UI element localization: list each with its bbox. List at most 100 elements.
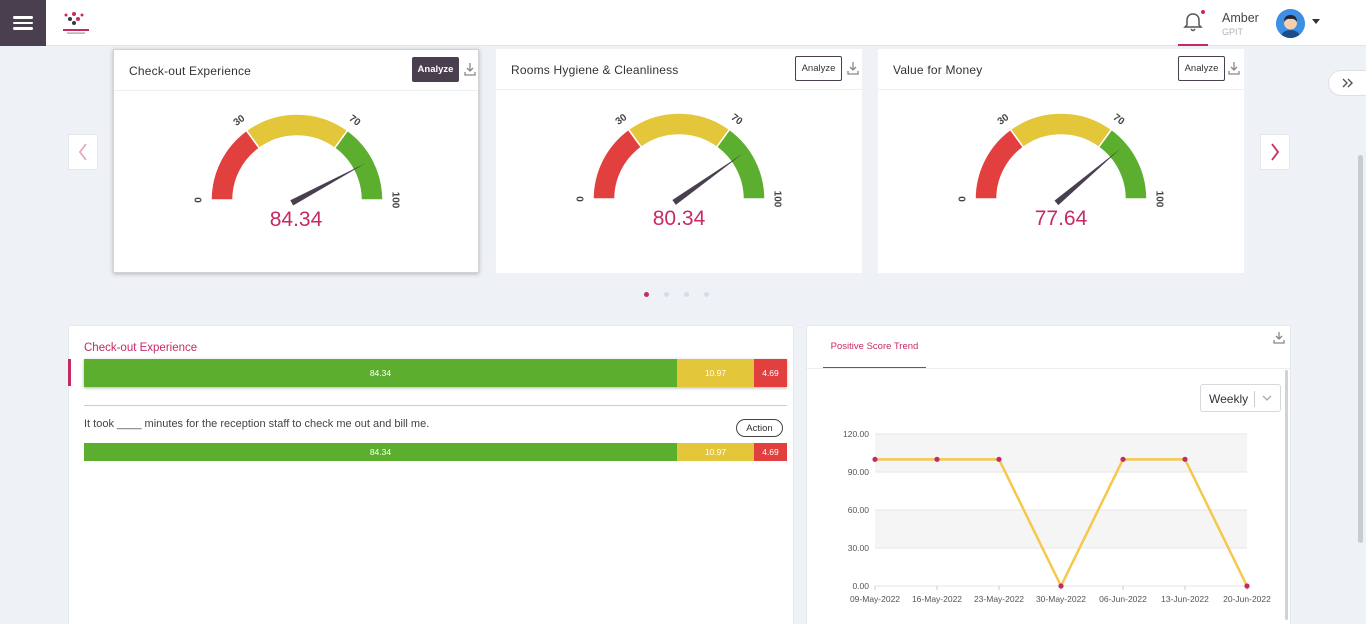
carousel-pagination (644, 292, 709, 298)
company-logo (63, 12, 89, 34)
download-icon[interactable] (464, 62, 476, 76)
gauge-card-header: Value for Money Analyze (878, 49, 1244, 90)
gauge-tick-label: 30 (232, 113, 248, 129)
positive-segment[interactable]: 84.34 (84, 359, 677, 387)
gauge-band-low (974, 128, 1025, 200)
trend-panel: Positive Score Trend Weekly 0.00 30.00 60.… (806, 325, 1291, 624)
gauge-band-high (715, 128, 766, 200)
active-marker (68, 359, 71, 386)
gauge-tick-label: 70 (1111, 112, 1127, 128)
data-point[interactable] (934, 456, 940, 462)
user-menu-caret-icon[interactable] (1312, 19, 1320, 24)
negative-segment[interactable]: 4.69 (754, 443, 787, 461)
gauge-tick-label: 0 (576, 196, 587, 202)
neutral-segment[interactable]: 10.97 (676, 443, 755, 461)
download-icon[interactable] (847, 61, 859, 75)
tab-positive-score-trend[interactable]: Positive Score Trend (823, 326, 926, 369)
gauge-chart: 0 30 70 100 (958, 112, 1165, 208)
analyze-button[interactable]: Analyze (412, 57, 459, 82)
page-scrollbar[interactable] (1358, 155, 1363, 543)
avatar-icon (1276, 9, 1305, 38)
x-tick-label: 23-May-2022 (974, 594, 1024, 604)
gauge-tick-label: 30 (996, 112, 1012, 128)
y-tick-label: 60.00 (848, 505, 870, 515)
period-select-value: Weekly (1209, 392, 1249, 406)
expand-side-panel-button[interactable] (1328, 70, 1366, 96)
data-point[interactable] (996, 456, 1002, 462)
gauge-band-mid (1009, 112, 1113, 149)
gauge-title: Check-out Experience (129, 64, 252, 78)
gauge-value: 84.34 (269, 208, 323, 231)
select-separator (1254, 391, 1255, 407)
analyze-button[interactable]: Analyze (795, 56, 842, 81)
gauge-band-mid (245, 113, 349, 150)
user-name: Amber (1222, 11, 1259, 25)
grid-band (875, 510, 1247, 548)
gauge-chart: 0 30 70 100 (194, 113, 401, 209)
gauge-tick-label: 70 (729, 112, 745, 128)
x-tick-label: 13-Jun-2022 (1161, 594, 1209, 604)
gauge-card-checkout[interactable]: Check-out Experience Analyze 0 30 70 100 84… (113, 49, 479, 273)
gauge-needle (290, 163, 366, 206)
gauge-needle (672, 153, 743, 205)
menu-icon (13, 16, 33, 30)
gauge-tick-label: 0 (958, 196, 969, 202)
analyze-button[interactable]: Analyze (1178, 56, 1225, 81)
gauge-tick-label: 70 (347, 113, 363, 129)
period-select[interactable]: Weekly (1200, 384, 1281, 412)
gauge-value: 77.64 (1034, 207, 1088, 230)
detail-title: Check-out Experience (84, 342, 198, 354)
positive-segment[interactable]: 84.34 (84, 443, 677, 461)
gauge-title: Rooms Hygiene & Cleanliness (511, 63, 679, 77)
x-tick-label: 16-May-2022 (912, 594, 962, 604)
download-icon[interactable] (1228, 61, 1240, 75)
data-point[interactable] (872, 456, 878, 462)
carousel-prev-button[interactable] (68, 134, 98, 170)
gauge-value: 80.34 (652, 207, 706, 230)
chevron-left-icon (78, 143, 87, 161)
user-avatar[interactable] (1276, 9, 1305, 38)
summary-score-bar[interactable]: 84.34 10.97 4.69 (84, 359, 787, 387)
gauge-tick-label: 100 (771, 191, 782, 208)
data-point[interactable] (1058, 583, 1064, 589)
gauge-needle (1054, 148, 1121, 206)
data-point[interactable] (1120, 456, 1126, 462)
gauge-band-high (333, 129, 384, 201)
neutral-segment[interactable]: 10.97 (676, 359, 755, 387)
gauge-card-value-for-money[interactable]: Value for Money Analyze 0 30 70 100 77.64 (878, 49, 1244, 273)
carousel-dot[interactable] (644, 292, 649, 297)
question-score-bar[interactable]: 84.34 10.97 4.69 (84, 443, 787, 461)
gauge-card-header: Check-out Experience Analyze (114, 50, 478, 91)
gauge-tick-label: 0 (194, 197, 205, 203)
notifications-button[interactable] (1178, 6, 1208, 46)
notification-badge (1201, 10, 1205, 14)
carousel-dot[interactable] (704, 292, 709, 297)
y-tick-label: 90.00 (848, 467, 870, 477)
x-tick-label: 20-Jun-2022 (1223, 594, 1271, 604)
detail-panel: Check-out Experience 84.34 10.97 4.69 It… (68, 325, 794, 624)
bell-icon (1183, 13, 1203, 32)
panel-scrollbar[interactable] (1285, 370, 1288, 620)
gauge-tick-label: 100 (1153, 191, 1164, 208)
gauge-tick-label: 30 (614, 112, 630, 128)
y-tick-label: 120.00 (843, 429, 869, 439)
hamburger-menu-button[interactable] (0, 0, 46, 46)
gauge-band-mid (627, 112, 731, 149)
top-bar: Amber GPIT (0, 0, 1366, 46)
data-point[interactable] (1182, 456, 1188, 462)
action-button[interactable]: Action (736, 419, 783, 437)
x-tick-label: 09-May-2022 (850, 594, 900, 604)
negative-segment[interactable]: 4.69 (754, 359, 787, 387)
carousel-dot[interactable] (684, 292, 689, 297)
y-tick-label: 30.00 (848, 543, 870, 553)
x-tick-label: 30-May-2022 (1036, 594, 1086, 604)
positive-score-trend-chart: 0.00 30.00 60.00 90.00 120.00 09-May-2022 16-M… (843, 429, 1271, 604)
gauge-title: Value for Money (893, 63, 983, 77)
data-point[interactable] (1244, 583, 1250, 589)
carousel-next-button[interactable] (1260, 134, 1290, 170)
carousel-dot[interactable] (664, 292, 669, 297)
download-icon[interactable] (1273, 331, 1285, 344)
gauge-card-rooms-hygiene[interactable]: Rooms Hygiene & Cleanliness Analyze 0 30 7… (496, 49, 862, 273)
question-text: It took ____ minutes for the reception s… (84, 418, 430, 430)
user-organization: GPIT (1222, 27, 1244, 37)
